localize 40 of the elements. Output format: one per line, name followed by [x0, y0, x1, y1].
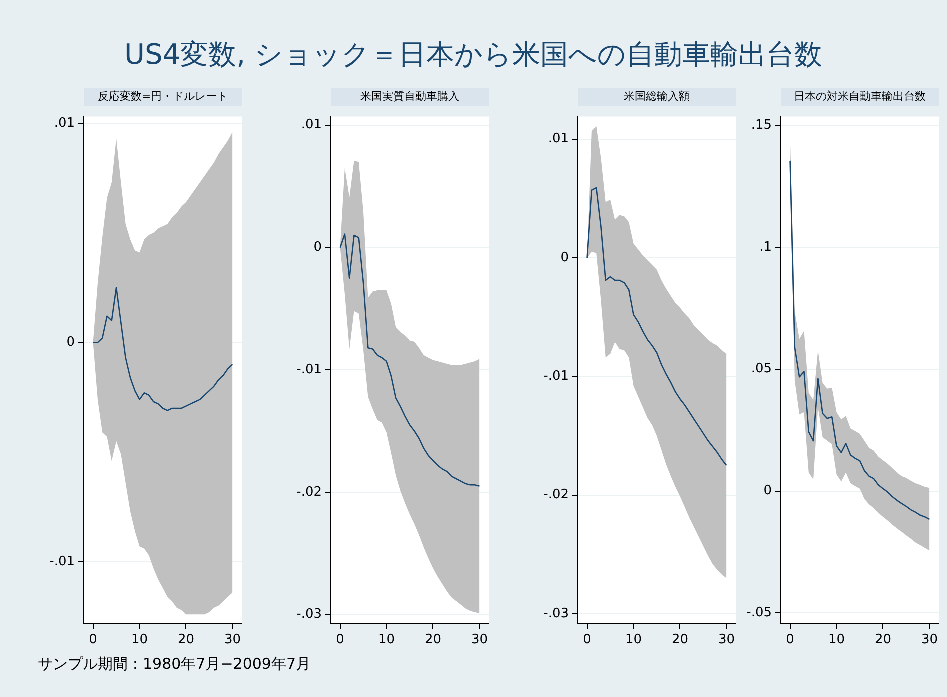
chart-subtitle: 米国総輸入額	[578, 88, 736, 106]
text: サンプル期間：1980年7月−2009年7月	[38, 655, 312, 674]
y-tick-label: 0	[66, 335, 75, 350]
x-tick-label: 20	[178, 632, 195, 648]
y-tick-label: 0	[314, 240, 322, 256]
y-tick-label: -.01	[544, 369, 569, 384]
x-tick-label: 0	[583, 632, 592, 648]
x-tick-label: 10	[378, 632, 396, 648]
y-tick-label: -.05	[746, 606, 772, 621]
chart-subtitle: 反応変数=円・ドルレート	[84, 88, 242, 106]
y-tick-label: -.02	[296, 484, 322, 500]
y-tick-label: 0	[560, 250, 569, 266]
x-tick-label: 10	[828, 632, 846, 648]
x-tick-label: 30	[921, 632, 938, 648]
y-tick-label: .01	[54, 116, 75, 131]
x-tick-label: 20	[874, 632, 892, 648]
y-tick-label: -.03	[296, 607, 322, 622]
x-tick-label: 20	[424, 632, 442, 648]
x-tick-label: 20	[672, 632, 689, 648]
x-tick-label: 0	[336, 632, 344, 648]
y-tick-label: 0	[764, 484, 772, 499]
y-tick-label: .01	[548, 132, 569, 147]
y-tick-label: -.01	[50, 554, 75, 570]
y-tick-label: -.03	[544, 606, 569, 622]
x-tick-label: 10	[625, 632, 642, 648]
y-tick-label: .1	[760, 240, 772, 255]
chart-subtitle: 米国実質自動車購入	[331, 88, 489, 106]
y-tick-label: -.02	[544, 488, 569, 503]
chart-subtitle: 日本の対米自動車輸出台数	[781, 88, 939, 106]
x-tick-label: 30	[471, 632, 488, 648]
x-tick-label: 10	[131, 632, 148, 648]
x-tick-label: 0	[89, 632, 98, 648]
x-tick-label: 30	[224, 632, 241, 648]
text: US4変数, ショック＝日本から米国への自動車輸出台数	[124, 37, 824, 73]
y-tick-label: .05	[751, 362, 772, 377]
y-tick-label: .15	[751, 118, 772, 133]
x-tick-label: 30	[718, 632, 735, 648]
x-tick-label: 0	[786, 632, 794, 648]
y-tick-label: .01	[301, 118, 322, 133]
y-tick-label: -.01	[296, 362, 322, 378]
